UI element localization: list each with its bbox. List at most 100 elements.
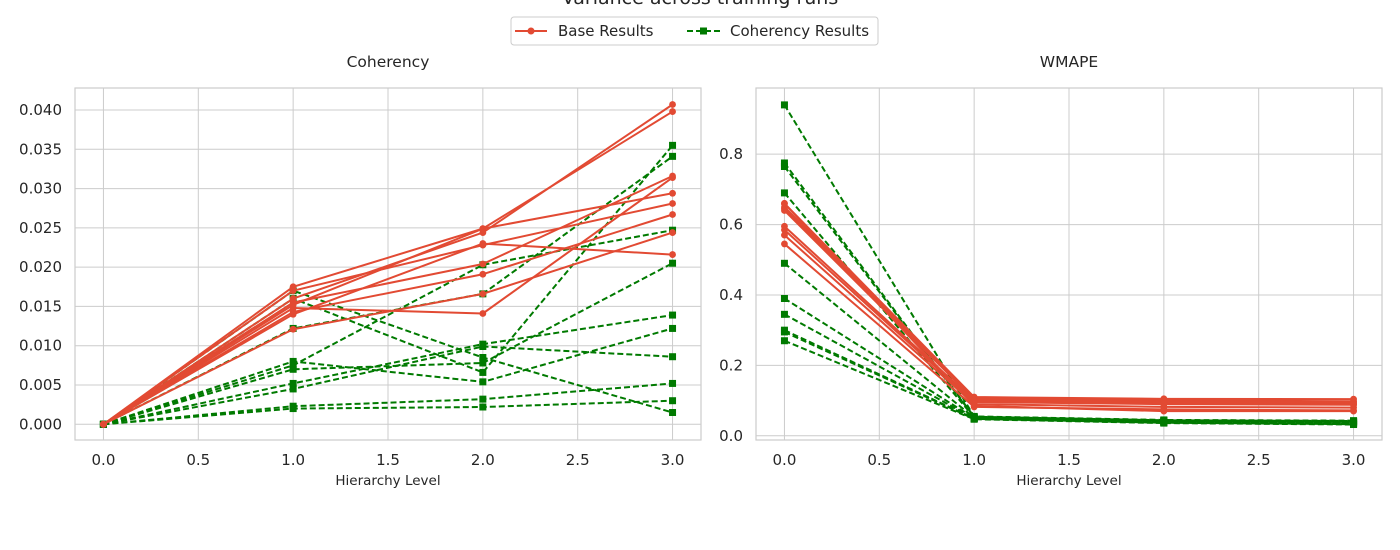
- panel-title: Coherency: [347, 53, 430, 71]
- coherency-series-line: [103, 399, 673, 426]
- coherency-point: [479, 343, 487, 350]
- coherency-point: [669, 397, 677, 405]
- y-tick-label: 0.040: [19, 101, 62, 119]
- coherency-point: [780, 162, 788, 170]
- base-series-line: [102, 242, 673, 426]
- coherency-series-line: [784, 339, 1354, 426]
- coherency-point: [289, 385, 297, 393]
- y-tick-label: 0.2: [719, 356, 743, 374]
- coherency-series-line: [103, 382, 673, 426]
- coherency-point: [669, 353, 677, 361]
- coherency-point: [289, 361, 297, 369]
- base-point: [781, 200, 788, 207]
- base-point: [669, 174, 676, 181]
- base-series-line: [102, 110, 674, 426]
- coherency-point: [479, 368, 487, 376]
- y-tick-label: 0.4: [719, 286, 743, 304]
- x-tick-label: 0.5: [186, 451, 210, 469]
- x-axis-label: Hierarchy Level: [335, 473, 440, 489]
- x-tick-label: 2.0: [471, 451, 495, 469]
- base-point: [1160, 407, 1168, 415]
- coherency-point: [780, 328, 788, 336]
- base-series-line: [102, 192, 673, 426]
- base-point: [669, 189, 676, 197]
- base-series-line: [102, 202, 673, 426]
- coherency-series-line: [783, 162, 1354, 422]
- y-tick-label: 0.030: [19, 180, 62, 198]
- coherency-point: [669, 141, 677, 149]
- base-point: [479, 310, 487, 317]
- y-tick-label: 0.0: [719, 427, 743, 445]
- base-point: [781, 226, 788, 234]
- coherency-panel: 0.0 0.5 1.0 1.5 2.0 2.5 3.0 0.000 0.005 0.010 0.01…: [19, 53, 702, 489]
- legend-label-base: Base Results: [558, 22, 654, 40]
- coherency-point: [289, 379, 297, 387]
- plot-frame: [755, 87, 1383, 441]
- coherency-point: [479, 378, 487, 386]
- base-series-line: [783, 202, 1354, 413]
- coherency-point: [780, 294, 788, 302]
- x-tick-label: 1.0: [962, 451, 986, 469]
- coherency-point: [780, 337, 788, 345]
- y-tick-label: 0.000: [19, 415, 62, 433]
- base-point: [289, 287, 297, 295]
- base-point: [100, 420, 107, 428]
- base-point: [479, 260, 487, 268]
- coherency-point: [780, 310, 788, 318]
- coherency-point: [1350, 421, 1358, 429]
- legend-marker-base: [527, 27, 535, 35]
- base-point: [970, 402, 978, 410]
- coherency-point: [780, 159, 788, 167]
- x-tick-label: 0.0: [92, 451, 116, 469]
- coherency-series-line: [103, 262, 674, 426]
- base-point: [781, 231, 788, 239]
- coherency-point: [669, 311, 677, 319]
- x-tick-label: 2.5: [566, 451, 590, 469]
- base-point: [669, 251, 676, 258]
- y-tick-label: 0.035: [19, 140, 62, 158]
- base-point: [781, 207, 788, 214]
- y-tick-label: 0.020: [19, 258, 62, 276]
- x-tick-label: 0.0: [773, 451, 797, 469]
- coherency-point: [479, 354, 487, 361]
- coherency-point: [479, 359, 487, 367]
- coherency-point: [479, 403, 487, 411]
- coherency-point: [780, 189, 788, 197]
- coherency-point: [669, 259, 677, 267]
- base-series-line: [783, 229, 1354, 406]
- coherency-point: [780, 101, 788, 109]
- base-series-line: [783, 234, 1354, 409]
- coherency-point: [669, 379, 677, 387]
- x-tick-label: 1.5: [376, 451, 400, 469]
- x-tick-label: 2.0: [1152, 451, 1176, 469]
- x-tick-label: 3.0: [661, 451, 685, 469]
- base-series-line: [103, 231, 673, 426]
- base-point: [289, 325, 297, 333]
- legend: Base Results Coherency Results: [510, 16, 879, 46]
- panel-title: WMAPE: [1040, 53, 1098, 71]
- figure-suptitle: Variance across training runs: [562, 0, 839, 9]
- base-point: [781, 240, 788, 248]
- coherency-point: [289, 365, 297, 373]
- coherency-point: [970, 415, 978, 423]
- base-point: [669, 211, 676, 218]
- coherency-point: [1160, 419, 1168, 427]
- coherency-series-line: [784, 331, 1354, 426]
- base-point: [1350, 407, 1357, 415]
- coherency-point: [780, 259, 788, 267]
- base-point: [669, 108, 676, 115]
- x-tick-label: 1.0: [281, 451, 305, 469]
- base-point: [669, 101, 676, 108]
- y-tick-label: 0.010: [19, 337, 62, 355]
- base-point: [669, 229, 676, 236]
- base-series-line: [102, 213, 673, 426]
- base-series-line: [102, 103, 674, 426]
- y-tick-label: 0.005: [19, 376, 62, 394]
- x-tick-label: 2.5: [1247, 451, 1271, 469]
- base-point: [479, 270, 487, 278]
- base-point: [479, 225, 487, 233]
- y-tick-label: 0.015: [19, 297, 62, 315]
- base-series-line: [783, 202, 1354, 401]
- y-tick-label: 0.025: [19, 219, 62, 237]
